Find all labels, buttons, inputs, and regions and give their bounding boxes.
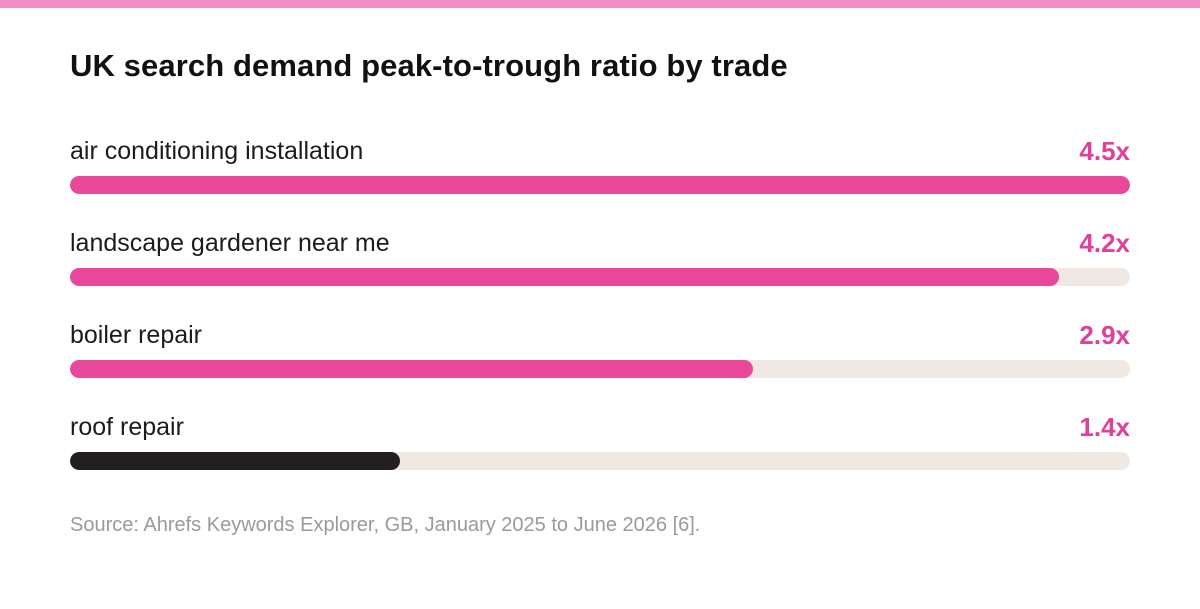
bar-track — [70, 268, 1130, 286]
bar — [70, 360, 753, 378]
bar-row: air conditioning installation 4.5x — [70, 132, 1130, 224]
bar-track — [70, 360, 1130, 378]
chart-title: UK search demand peak-to-trough ratio by… — [70, 48, 788, 83]
bar-row: boiler repair 2.9x — [70, 316, 1130, 408]
bar-category-label: air conditioning installation — [70, 137, 364, 165]
bar-value-label: 1.4x — [1079, 412, 1130, 442]
bar-category-label: boiler repair — [70, 321, 203, 349]
bar-value-label: 4.2x — [1079, 228, 1130, 258]
bar-value-label: 4.5x — [1079, 136, 1130, 166]
top-accent-bar — [0, 0, 1200, 8]
bar — [70, 268, 1059, 286]
bar-track — [70, 452, 1130, 470]
bar-track — [70, 176, 1130, 194]
bar — [70, 452, 400, 470]
bar — [70, 176, 1130, 194]
bar-category-label: landscape gardener near me — [70, 229, 390, 257]
bar-row: roof repair 1.4x — [70, 408, 1130, 500]
bar-value-label: 2.9x — [1079, 320, 1130, 350]
source-note: Source: Ahrefs Keywords Explorer, GB, Ja… — [70, 514, 701, 536]
bar-chart: air conditioning installation 4.5x landsca… — [70, 132, 1130, 500]
bar-row: landscape gardener near me 4.2x — [70, 224, 1130, 316]
bar-category-label: roof repair — [70, 413, 184, 441]
